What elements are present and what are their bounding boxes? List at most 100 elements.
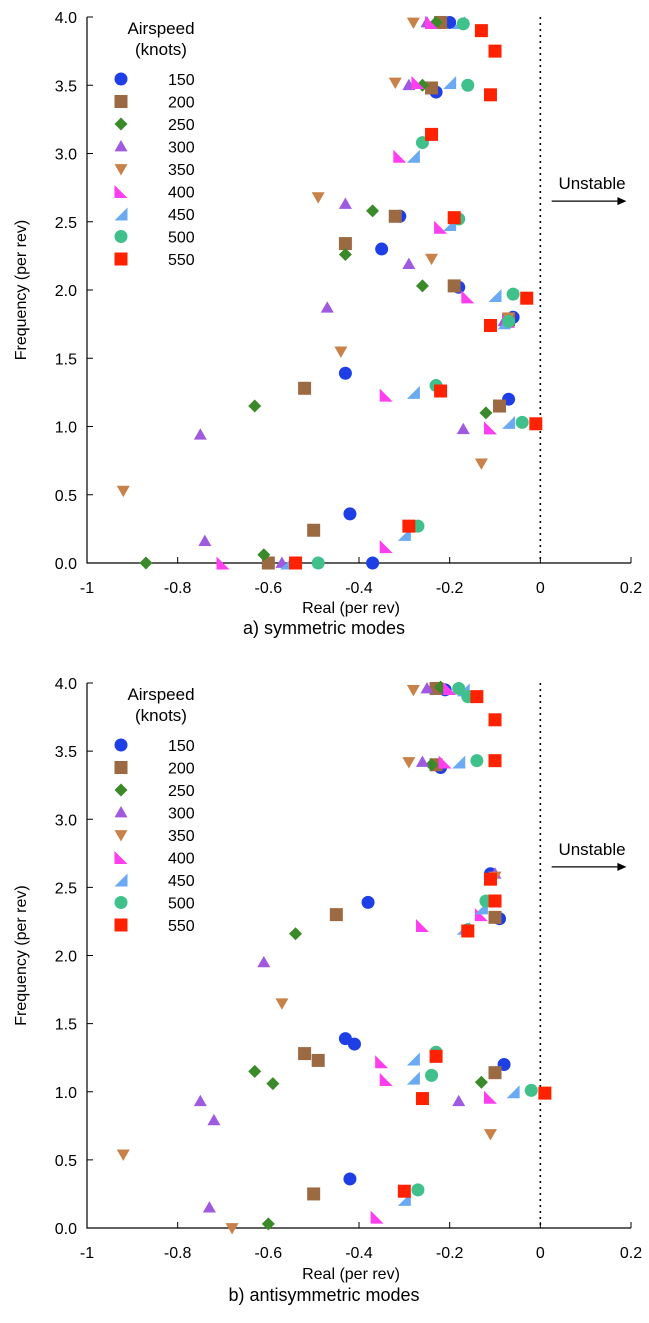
- data-point-200: [298, 381, 312, 395]
- legend-label-400: 400: [168, 851, 195, 868]
- x-tick-label: -0.8: [164, 1245, 192, 1262]
- x-axis-label: Real (per rev): [302, 1266, 400, 1283]
- data-point-450: [443, 76, 457, 90]
- data-point-300: [193, 1094, 207, 1107]
- data-point-250: [257, 548, 271, 562]
- legend-marker-550: [114, 918, 128, 932]
- data-point-500: [470, 754, 484, 768]
- x-tick-label: -0.6: [255, 1245, 283, 1262]
- data-point-250: [289, 927, 303, 941]
- legend-marker-200: [114, 95, 128, 108]
- x-tick-label: -0.2: [436, 580, 464, 597]
- legend-marker-400: [114, 851, 128, 864]
- legend-label-300: 300: [168, 806, 195, 823]
- data-point-250: [139, 556, 153, 570]
- legend-label-350: 350: [168, 162, 195, 179]
- legend-label-250: 250: [168, 117, 195, 134]
- x-tick-label: 0: [536, 580, 545, 597]
- data-point-550: [289, 556, 303, 570]
- data-point-550: [402, 519, 416, 533]
- data-point-150: [347, 1037, 361, 1051]
- data-point-350: [116, 1149, 130, 1161]
- data-point-550: [447, 211, 461, 225]
- legend-marker-200: [114, 761, 128, 774]
- data-point-550: [488, 44, 502, 58]
- legend-label-200: 200: [168, 761, 195, 778]
- data-point-550: [434, 384, 448, 398]
- data-point-500: [461, 78, 475, 92]
- x-tick-label: -0.6: [255, 580, 283, 597]
- y-axis-label: Frequency (per rev): [13, 220, 30, 361]
- data-point-500: [452, 681, 466, 695]
- x-tick-label: 0.2: [620, 1245, 642, 1262]
- data-point-400: [379, 388, 393, 402]
- unstable-arrow-head: [617, 197, 627, 206]
- data-point-550: [470, 690, 484, 704]
- y-tick-label: 2.5: [55, 215, 77, 232]
- data-point-250: [248, 399, 262, 413]
- y-tick-label: 1.0: [55, 420, 77, 437]
- data-point-500: [515, 415, 529, 429]
- data-point-350: [483, 1129, 497, 1141]
- x-tick-label: -0.2: [436, 1245, 464, 1262]
- legend-marker-400: [114, 185, 128, 198]
- y-tick-label: 0.5: [55, 1153, 77, 1170]
- data-point-400: [434, 220, 448, 234]
- legend-marker-250: [114, 783, 128, 797]
- data-point-550: [429, 1049, 443, 1063]
- legend-label-450: 450: [168, 873, 195, 890]
- data-point-550: [520, 291, 534, 305]
- data-point-250: [366, 204, 380, 218]
- x-tick-label: -0.4: [345, 580, 373, 597]
- data-point-500: [524, 1083, 538, 1097]
- x-tick-label: -0.4: [345, 1245, 373, 1262]
- data-point-400: [438, 755, 452, 769]
- chart-panel-antisymmetric: -1 -0.8 -0.6 -0.4 -0.2 0 0.2 0.0 0.5 1.0 1.5 2.0 2.5…: [13, 676, 642, 1305]
- data-point-150: [343, 507, 357, 521]
- figure-caption: a) symmetric modes: [243, 618, 405, 638]
- y-tick-label: 1.0: [55, 1085, 77, 1102]
- legend-marker-300: [114, 806, 128, 818]
- data-point-300: [456, 422, 470, 435]
- data-point-400: [483, 421, 497, 435]
- data-point-300: [415, 755, 429, 767]
- legend-title-units: (knots): [135, 706, 187, 725]
- chart-panel-symmetric: -1 -0.8 -0.6 -0.4 -0.2 0 0.2 0.0 0.5 1.0 1.5 2.0 2.5…: [13, 10, 642, 638]
- y-tick-label: 2.5: [55, 880, 77, 897]
- legend-marker-350: [114, 164, 128, 176]
- data-point-200: [311, 1053, 325, 1067]
- legend-marker-550: [114, 252, 128, 266]
- legend-label-250: 250: [168, 783, 195, 800]
- data-point-200: [298, 1047, 312, 1061]
- data-point-450: [406, 385, 420, 399]
- data-point-400: [379, 1072, 393, 1086]
- y-tick-label: 0.0: [55, 556, 77, 573]
- y-tick-label: 0.5: [55, 488, 77, 505]
- data-point-300: [198, 534, 212, 547]
- data-point-200: [488, 910, 502, 924]
- y-tick-label: 4.0: [55, 10, 77, 27]
- data-point-450: [488, 288, 502, 302]
- data-point-550: [425, 127, 439, 141]
- data-point-300: [202, 1201, 216, 1213]
- figure-caption: b) antisymmetric modes: [228, 1285, 419, 1305]
- data-point-500: [311, 556, 325, 570]
- data-point-300: [452, 1094, 466, 1107]
- y-tick-label: 2.0: [55, 949, 77, 966]
- legend-label-500: 500: [168, 896, 195, 913]
- data-point-350: [334, 346, 348, 358]
- data-point-350: [225, 1223, 239, 1235]
- data-point-400: [443, 681, 457, 695]
- data-point-250: [479, 406, 493, 420]
- data-point-550: [397, 1184, 411, 1198]
- data-point-350: [116, 485, 130, 498]
- legend-marker-450: [114, 207, 128, 221]
- data-point-550: [483, 872, 497, 886]
- data-point-250: [474, 1075, 488, 1089]
- data-point-300: [193, 428, 207, 440]
- data-point-500: [456, 17, 470, 31]
- data-point-300: [420, 681, 434, 694]
- data-point-250: [248, 1064, 262, 1078]
- data-point-400: [216, 556, 230, 570]
- legend-title-units: (knots): [135, 40, 187, 59]
